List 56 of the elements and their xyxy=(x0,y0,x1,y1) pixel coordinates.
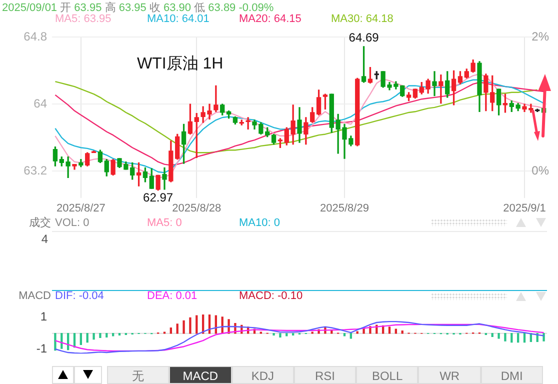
text: DIF: -0.04 xyxy=(55,290,105,303)
y2-tick-label: 2% xyxy=(532,30,550,44)
annotation: 64.69 xyxy=(348,30,380,45)
bar xyxy=(176,324,178,334)
text: MACD xyxy=(169,366,232,384)
bar xyxy=(523,333,526,343)
y2-tick-label: 0% xyxy=(532,163,550,178)
text: WR xyxy=(418,366,481,384)
y-tick-label: 63.2 xyxy=(24,163,48,178)
annotation: 62.97 xyxy=(143,190,174,205)
text: MA30: 64.18 xyxy=(331,13,394,26)
text: VOL: 0 xyxy=(55,217,90,230)
text: BOLL xyxy=(356,366,418,384)
y-tick-label: -1 xyxy=(36,342,48,356)
bar xyxy=(196,315,198,334)
bar xyxy=(350,333,352,339)
bar xyxy=(54,333,56,351)
text: KDJ xyxy=(232,366,294,384)
text: DEA: 0.01 xyxy=(147,290,198,303)
y-tick-label: 64 xyxy=(34,96,48,110)
text: MACD xyxy=(18,290,52,303)
text: 4 xyxy=(40,232,48,246)
text: MA5: 63.95 xyxy=(55,13,112,26)
bar xyxy=(106,333,108,338)
bar xyxy=(542,333,545,342)
text: 无 xyxy=(107,366,170,384)
text: 成交 xyxy=(28,217,52,230)
y-tick-label: 1 xyxy=(40,310,48,324)
bar xyxy=(504,333,506,342)
x-tick-label: 2025/8/29 xyxy=(320,202,369,214)
bar xyxy=(510,333,513,343)
x-tick-label: 2025/8/28 xyxy=(172,202,222,214)
bar xyxy=(491,333,494,338)
text: WTI原油 1H xyxy=(137,54,224,73)
bar xyxy=(388,326,391,334)
bar xyxy=(92,333,95,340)
bar xyxy=(86,333,88,343)
series-label: MACD: -0.10 xyxy=(239,290,304,303)
bar xyxy=(516,333,520,343)
text: MA10: 64.01 xyxy=(147,13,210,26)
text: DMI xyxy=(480,366,543,384)
text: MA10: 0 xyxy=(239,217,281,230)
bar xyxy=(394,328,398,334)
bar xyxy=(279,333,282,338)
x-tick-label: 2025/8/27 xyxy=(56,202,106,214)
text: MA20: 64.15 xyxy=(239,13,302,26)
bar xyxy=(498,333,500,339)
text: MA5: 0 xyxy=(147,217,183,230)
text: 2025/09/01 开 63.95 高 63.95 收 63.90 低 63.89 -0.09% xyxy=(2,2,274,14)
text: RSI xyxy=(294,366,356,384)
bar xyxy=(80,333,82,346)
x-tick-label: 2025/9/1 xyxy=(503,202,546,214)
bar xyxy=(189,317,192,334)
bar xyxy=(182,320,185,334)
y-tick-label: 64.8 xyxy=(24,30,48,44)
bar xyxy=(99,333,102,338)
